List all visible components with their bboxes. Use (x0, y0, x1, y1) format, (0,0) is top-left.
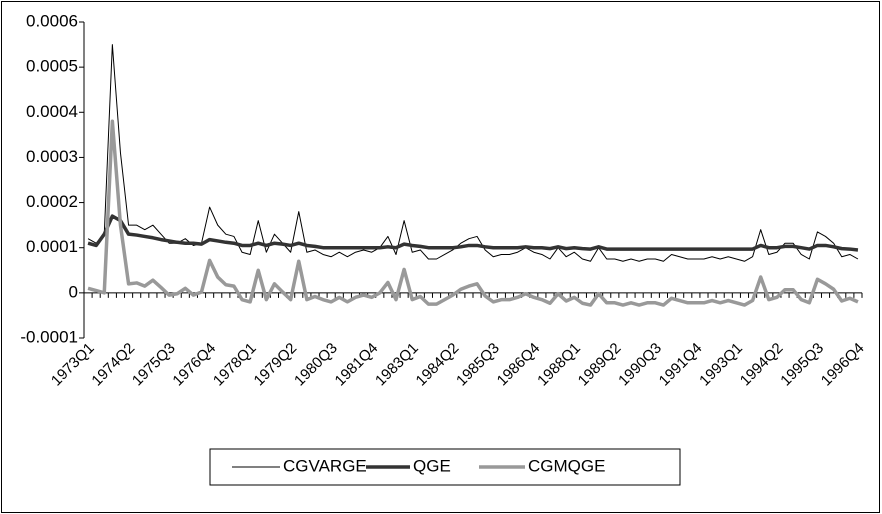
y-tick-label: 0 (69, 282, 78, 301)
y-tick-label: 0.0001 (26, 237, 78, 256)
legend-label: CGVARGE (283, 456, 367, 475)
legend-label: CGMQGE (528, 456, 605, 475)
series-line (87, 119, 859, 307)
legend-box (209, 448, 681, 486)
series-line (87, 44, 859, 262)
y-tick-label: -0.0001 (20, 327, 78, 346)
series-line (87, 214, 859, 252)
y-tick-label: 0.0005 (26, 57, 78, 76)
legend-label: QGE (413, 456, 451, 475)
y-tick-label: 0.0004 (26, 102, 78, 121)
y-tick-label: 0.0006 (26, 11, 78, 30)
y-tick-label: 0.0003 (26, 147, 78, 166)
y-tick-label: 0.0002 (26, 192, 78, 211)
